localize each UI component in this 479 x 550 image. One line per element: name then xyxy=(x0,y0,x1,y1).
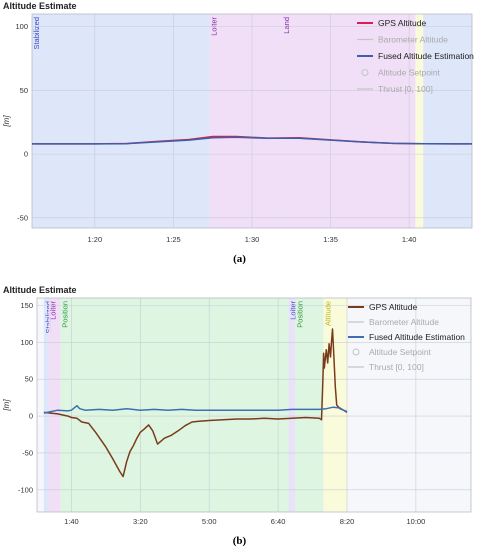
legend-entry: Fused Altitude Estimation xyxy=(369,332,465,342)
mode-region xyxy=(43,298,49,512)
x-tick-label: 1:25 xyxy=(166,235,181,244)
mode-region xyxy=(209,14,282,228)
x-tick-label: 10:00 xyxy=(406,517,425,526)
mode-label: Position xyxy=(60,301,69,328)
chart-title: Altitude Estimate xyxy=(3,1,77,11)
gridlines xyxy=(32,14,472,228)
x-tick-label: 1:40 xyxy=(402,235,417,244)
legend-entry: Barometer Altitude xyxy=(378,35,448,45)
legend-entry: GPS Altitude xyxy=(369,302,417,312)
y-tick-label: 0 xyxy=(29,412,33,421)
x-tick-label: 1:35 xyxy=(323,235,338,244)
legend-entry: Altitude Setpoint xyxy=(378,68,441,78)
mode-region xyxy=(415,14,424,228)
x-tick-label: 5:00 xyxy=(202,517,217,526)
mode-label: Stabilized xyxy=(44,301,53,334)
gridlines xyxy=(37,298,471,512)
legend-entry: GPS Altitude xyxy=(378,18,426,28)
legend: GPS Altitude Barometer Altitude Fused Alti… xyxy=(348,302,465,372)
y-axis-label: [m] xyxy=(2,115,11,128)
mode-region xyxy=(48,298,61,512)
y-tick-label: -50 xyxy=(17,213,28,222)
mode-region xyxy=(288,298,296,512)
x-tick-label: 8:20 xyxy=(340,517,355,526)
flight-mode-regions: Stabilized Loiter Land xyxy=(32,14,472,228)
chart-panel-1: Altitude Estimate Stabilized Loiter Land -50… xyxy=(2,1,474,265)
mode-label: Loiter xyxy=(288,301,297,320)
figure-caption: (a) xyxy=(233,253,246,265)
legend: GPS Altitude Barometer Altitude Fused Alti… xyxy=(357,18,474,94)
mode-label: Land xyxy=(282,17,291,34)
legend-symbol xyxy=(352,348,360,356)
x-tick-label: 1:30 xyxy=(245,235,260,244)
mode-region xyxy=(60,298,289,512)
mode-region xyxy=(323,298,341,512)
series-line xyxy=(43,328,348,478)
y-tick-label: 50 xyxy=(25,375,33,384)
mode-label: Loiter xyxy=(49,301,58,320)
y-tick-label: 50 xyxy=(20,86,28,95)
legend-entry: Fused Altitude Estimation xyxy=(378,51,474,61)
x-tick-label: 3:20 xyxy=(133,517,148,526)
x-tick-label: 1:40 xyxy=(64,517,79,526)
mode-label: Position xyxy=(295,301,304,328)
mode-region xyxy=(340,298,347,512)
y-tick-label: 100 xyxy=(15,22,28,31)
legend-entry: Barometer Altitude xyxy=(369,317,439,327)
y-tick-label: 150 xyxy=(20,301,33,310)
y-tick-label: -50 xyxy=(22,448,33,457)
mode-label: Stabilized xyxy=(32,17,41,50)
mode-region xyxy=(32,14,210,228)
plot-frame xyxy=(31,13,473,229)
x-tick-label: 6:40 xyxy=(271,517,286,526)
y-tick-label: -100 xyxy=(18,485,33,494)
series-line xyxy=(43,404,348,414)
mode-region xyxy=(423,14,472,228)
y-tick-label: 0 xyxy=(24,150,28,159)
legend-entry: Altitude Setpoint xyxy=(369,347,432,357)
legend-symbol xyxy=(361,69,369,76)
legend-entry: Thrust [0, 100] xyxy=(378,84,433,94)
plot-frame xyxy=(36,297,472,513)
mode-region xyxy=(281,14,416,228)
legend-entry: Thrust [0, 100] xyxy=(369,362,424,372)
mode-label: Loiter xyxy=(210,17,219,36)
mode-region xyxy=(295,298,324,512)
chart-title: Altitude Estimate xyxy=(3,285,77,295)
y-axis-label: [m] xyxy=(2,399,11,412)
x-tick-label: 1:20 xyxy=(88,235,103,244)
series-line xyxy=(32,136,472,145)
y-tick-label: 100 xyxy=(20,338,33,347)
figure-caption: (b) xyxy=(233,535,247,547)
mode-label: Altitude xyxy=(324,301,333,326)
